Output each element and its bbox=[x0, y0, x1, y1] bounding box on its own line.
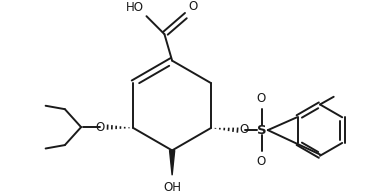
Text: O: O bbox=[256, 92, 265, 105]
Text: S: S bbox=[257, 124, 267, 137]
Text: O: O bbox=[96, 121, 105, 134]
Text: O: O bbox=[240, 123, 249, 136]
Polygon shape bbox=[170, 150, 175, 175]
Text: O: O bbox=[188, 0, 198, 13]
Text: HO: HO bbox=[126, 1, 144, 14]
Text: O: O bbox=[256, 155, 265, 168]
Text: OH: OH bbox=[163, 181, 181, 194]
